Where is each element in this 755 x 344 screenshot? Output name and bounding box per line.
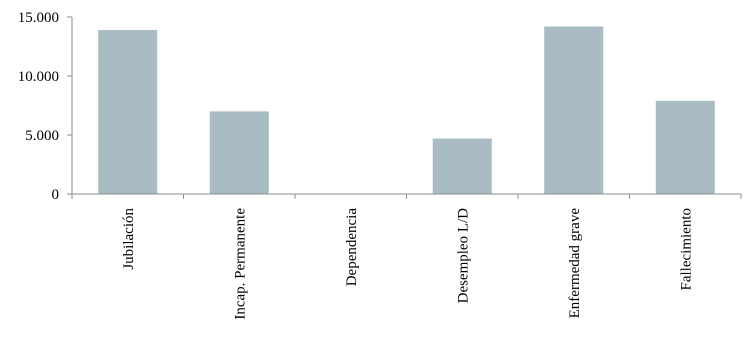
- y-axis-ticks: 0 5.000 10.000 15.000: [18, 10, 72, 203]
- bar: [432, 138, 492, 194]
- bar: [98, 29, 158, 195]
- bar: [655, 100, 715, 194]
- category-label: Enfermedad grave: [567, 208, 583, 319]
- bar: [544, 26, 604, 194]
- axes: [71, 17, 741, 195]
- bar: [209, 111, 269, 194]
- category-label: Fallecimiento: [678, 208, 694, 290]
- x-axis-ticks: [71, 194, 742, 199]
- category-labels: Jubilación Incap. Permanente Dependencia De…: [121, 208, 695, 320]
- y-tick-label: 15.000: [18, 10, 59, 26]
- y-tick-label: 5.000: [25, 128, 59, 144]
- y-tick-label: 10.000: [18, 69, 59, 85]
- category-label: Incap. Permanente: [232, 208, 248, 320]
- bars: [98, 26, 715, 195]
- y-tick-label: 0: [52, 187, 60, 203]
- category-label: Jubilación: [121, 208, 137, 270]
- category-label: Desempleo L/D: [455, 208, 471, 304]
- category-label: Dependencia: [344, 208, 360, 287]
